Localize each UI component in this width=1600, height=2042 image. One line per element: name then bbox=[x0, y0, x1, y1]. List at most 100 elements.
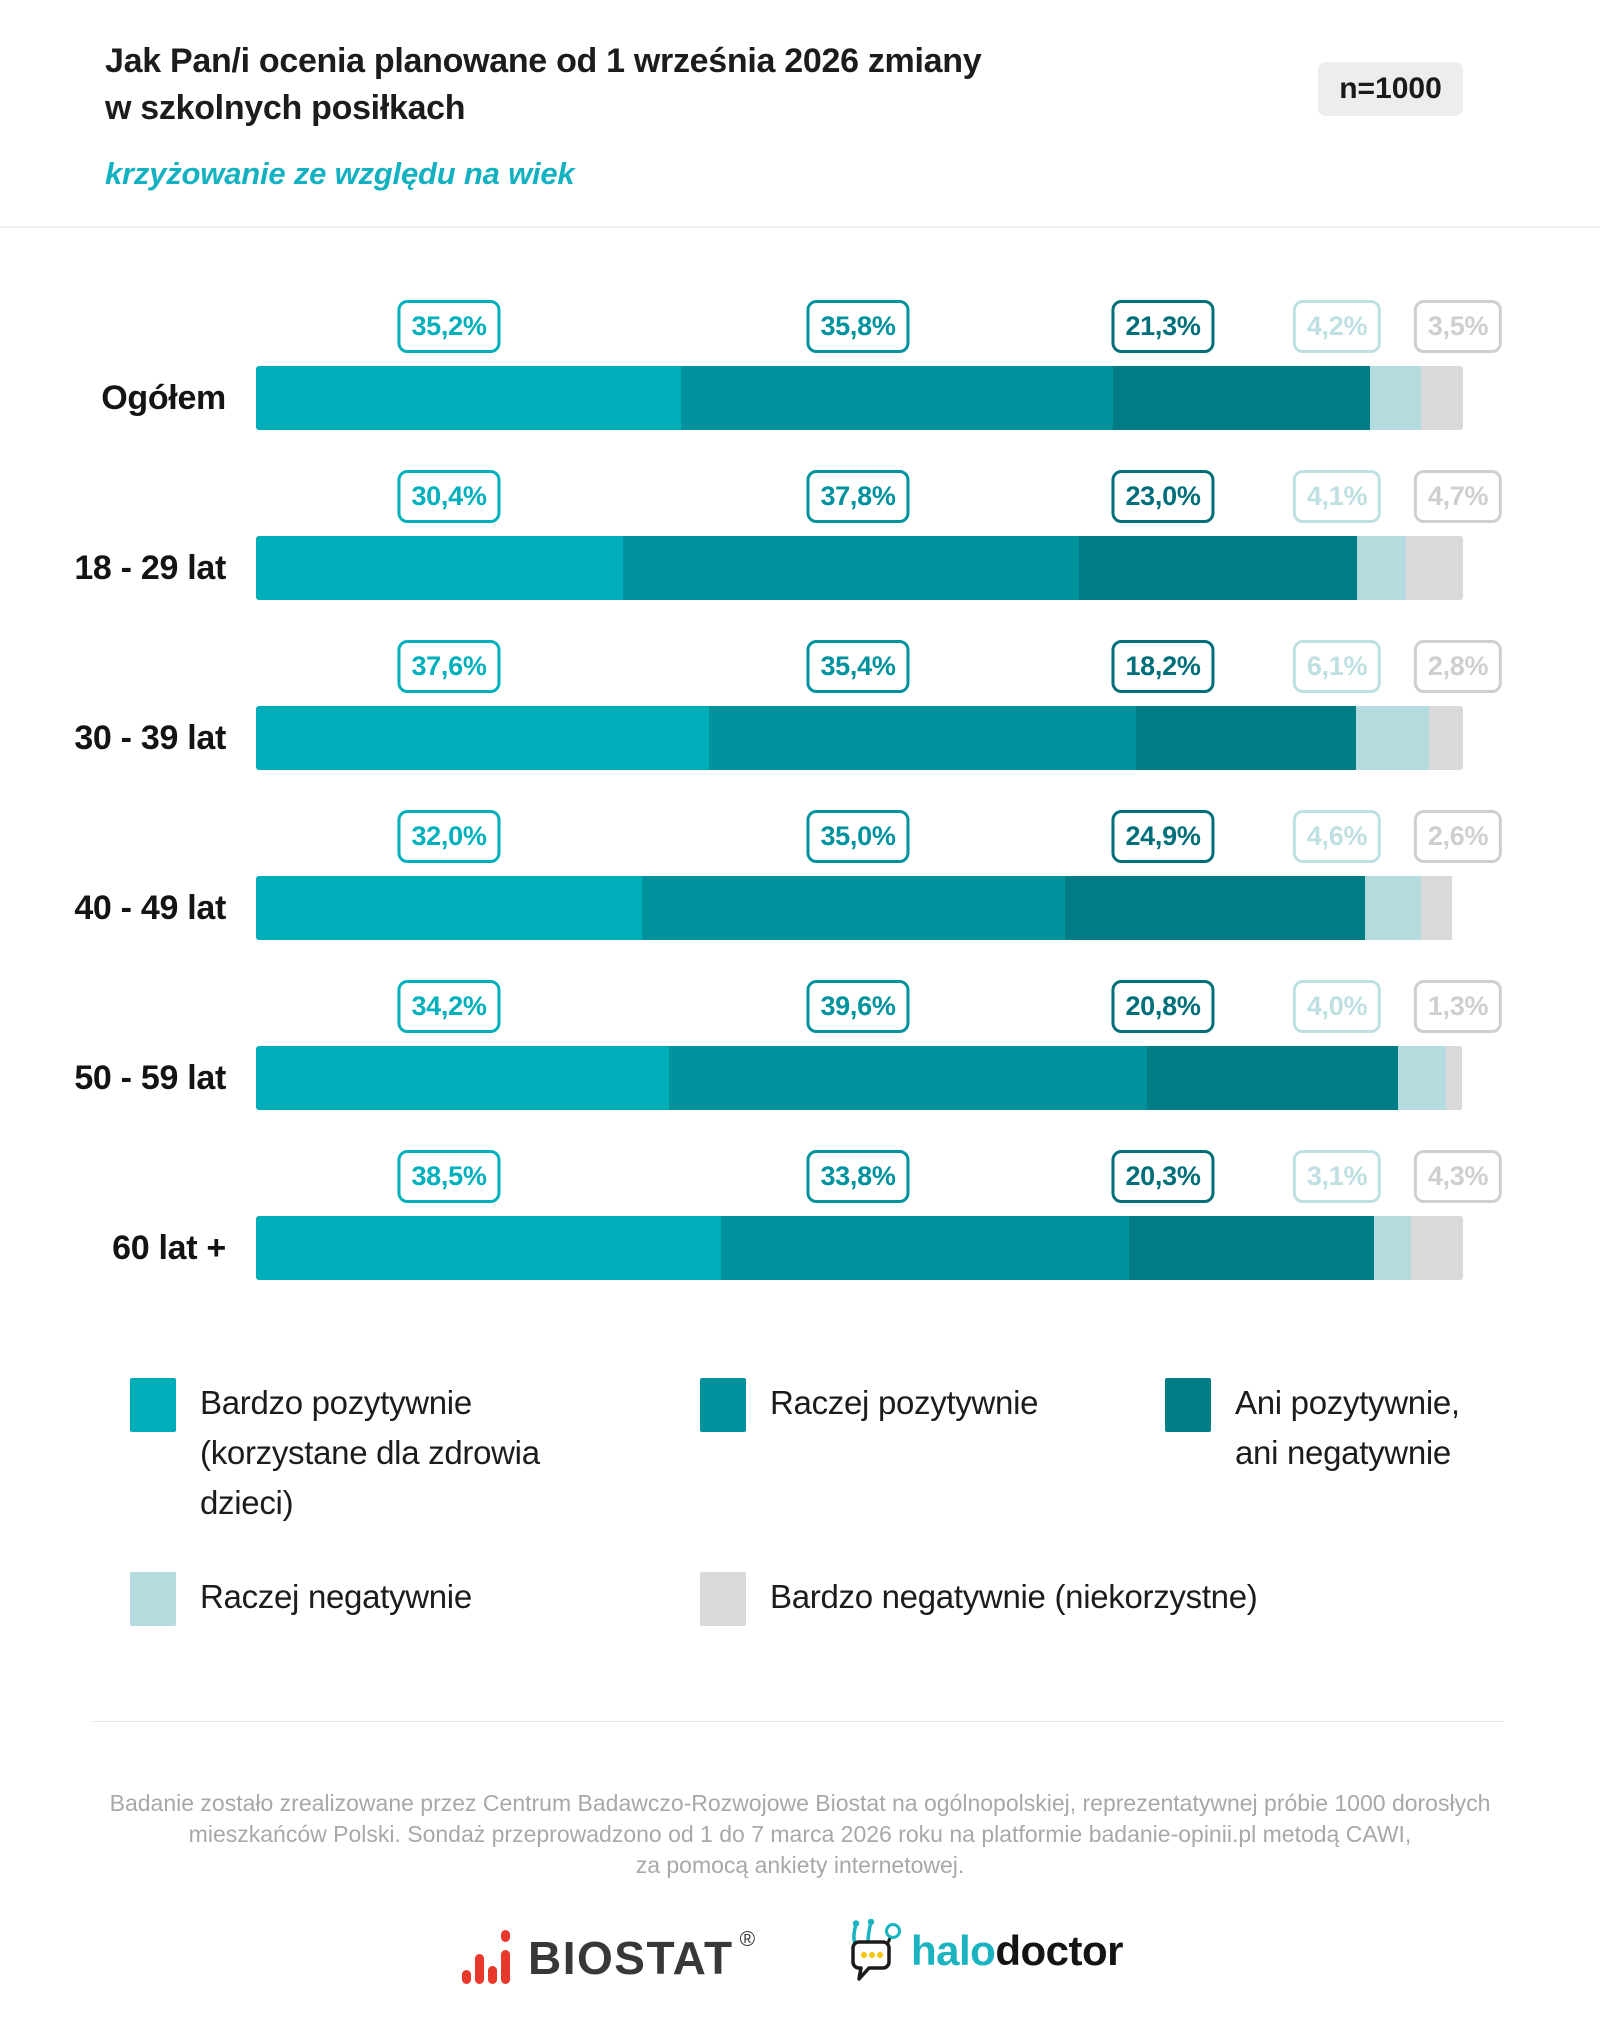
bar-segment bbox=[1136, 706, 1356, 770]
bar-segment bbox=[256, 536, 623, 600]
bar-segment bbox=[1112, 366, 1371, 430]
stacked-bar bbox=[256, 1216, 1463, 1280]
value-badge: 21,3% bbox=[1111, 300, 1215, 353]
bar-segment bbox=[256, 1216, 721, 1280]
bar-segment bbox=[1128, 1216, 1374, 1280]
biostat-logo: BIOSTAT ® bbox=[462, 1922, 757, 1986]
bar-segment bbox=[1406, 536, 1463, 600]
row-label: 60 lat + bbox=[112, 1228, 226, 1267]
biostat-logo-text: BIOSTAT ® bbox=[528, 1928, 757, 1984]
value-badge: 38,5% bbox=[397, 1150, 501, 1203]
legend-label: Raczej pozytywnie bbox=[770, 1384, 1039, 1421]
value-badge: 3,5% bbox=[1413, 300, 1503, 353]
value-badge: 35,0% bbox=[806, 810, 910, 863]
legend-label: Bardzo negatywnie (niekorzystne) bbox=[770, 1578, 1258, 1615]
stacked-bar bbox=[256, 536, 1463, 600]
footer-divider bbox=[92, 1721, 1503, 1722]
bar-segment bbox=[1420, 366, 1463, 430]
bar-segment bbox=[709, 706, 1137, 770]
legend-swatch bbox=[1165, 1378, 1211, 1432]
sample-size-badge: n=1000 bbox=[1318, 62, 1463, 116]
value-badge: 35,2% bbox=[397, 300, 501, 353]
bar-segment bbox=[256, 366, 681, 430]
bar-segment bbox=[668, 1046, 1147, 1110]
value-badge: 6,1% bbox=[1292, 640, 1382, 693]
bar-segment bbox=[1356, 536, 1407, 600]
value-badge: 4,2% bbox=[1292, 300, 1382, 353]
bar-segment bbox=[256, 706, 710, 770]
chart-row: 60 lat + 38,5% 33,8% 20,3% 3,1% 4,3% bbox=[40, 1150, 1503, 1320]
page-title-line1: Jak Pan/i ocenia planowane od 1 września… bbox=[105, 42, 982, 80]
bar-segment bbox=[1373, 1216, 1412, 1280]
registered-trademark-icon: ® bbox=[739, 1928, 757, 1951]
stacked-bar-chart: Ogółem 35,2% 35,8% 21,3% 4,2% 3,5% 18 - 29 lat… bbox=[40, 300, 1503, 1320]
legend-swatch bbox=[700, 1572, 746, 1626]
value-badge: 37,8% bbox=[806, 470, 910, 523]
bar-segment bbox=[1064, 876, 1366, 940]
bar-segment bbox=[1079, 536, 1357, 600]
value-badge: 4,7% bbox=[1413, 470, 1503, 523]
row-label: 18 - 29 lat bbox=[74, 548, 226, 587]
halodoctor-logo-text: halodoctor bbox=[911, 1927, 1123, 1974]
bar-segment bbox=[1365, 876, 1421, 940]
stethoscope-chat-icon bbox=[851, 1919, 901, 1981]
value-badge: 37,6% bbox=[397, 640, 501, 693]
value-badge: 32,0% bbox=[397, 810, 501, 863]
value-badge: 18,2% bbox=[1111, 640, 1215, 693]
bar-segment bbox=[720, 1216, 1129, 1280]
legend-label: Raczej negatywnie bbox=[200, 1578, 472, 1615]
row-label: 40 - 49 lat bbox=[74, 888, 226, 927]
value-badge: 4,1% bbox=[1292, 470, 1382, 523]
value-badge: 4,0% bbox=[1292, 980, 1382, 1033]
value-badge: 2,8% bbox=[1413, 640, 1503, 693]
value-badge: 23,0% bbox=[1111, 470, 1215, 523]
legend-swatch bbox=[130, 1378, 176, 1432]
biostat-bars-icon bbox=[462, 1930, 514, 1986]
bar-segment bbox=[1446, 1046, 1462, 1110]
page-subtitle: krzyżowanie ze względu na wiek bbox=[105, 156, 575, 191]
row-label: Ogółem bbox=[101, 378, 226, 417]
bar-segment bbox=[1411, 1216, 1463, 1280]
stacked-bar bbox=[256, 366, 1463, 430]
bar-segment bbox=[1355, 706, 1430, 770]
chart-row: 50 - 59 lat 34,2% 39,6% 20,8% 4,0% 1,3% bbox=[40, 980, 1503, 1150]
value-badge: 20,3% bbox=[1111, 1150, 1215, 1203]
value-badge: 4,3% bbox=[1413, 1150, 1503, 1203]
bar-segment bbox=[1370, 366, 1421, 430]
legend-label: Ani pozytywnie, ani negatywnie bbox=[1235, 1384, 1460, 1471]
stacked-bar bbox=[256, 1046, 1463, 1110]
bar-segment bbox=[642, 876, 1065, 940]
methodology-note-line: za pomocą ankiety internetowej. bbox=[635, 1852, 965, 1878]
value-badge: 34,2% bbox=[397, 980, 501, 1033]
methodology-note-line: mieszkańców Polski. Sondaż przeprowadzon… bbox=[188, 1821, 1412, 1847]
value-badge: 20,8% bbox=[1111, 980, 1215, 1033]
chart-row: 18 - 29 lat 30,4% 37,8% 23,0% 4,1% 4,7% bbox=[40, 470, 1503, 640]
halodoctor-logo: halodoctor bbox=[843, 1918, 1123, 1984]
value-badge: 33,8% bbox=[806, 1150, 910, 1203]
value-badge: 35,4% bbox=[806, 640, 910, 693]
value-badge: 35,8% bbox=[806, 300, 910, 353]
bar-segment bbox=[256, 876, 643, 940]
legend-label: Bardzo pozytywnie (korzystane dla zdrowi… bbox=[200, 1384, 540, 1521]
value-badge: 30,4% bbox=[397, 470, 501, 523]
chart-row: 40 - 49 lat 32,0% 35,0% 24,9% 4,6% 2,6% bbox=[40, 810, 1503, 980]
row-label: 30 - 39 lat bbox=[74, 718, 226, 757]
bar-segment bbox=[1420, 876, 1453, 940]
methodology-note-line: Badanie zostało zrealizowane przez Centr… bbox=[109, 1790, 1491, 1816]
chart-row: 30 - 39 lat 37,6% 35,4% 18,2% 6,1% 2,8% bbox=[40, 640, 1503, 810]
legend-swatch bbox=[130, 1572, 176, 1626]
value-badge: 39,6% bbox=[806, 980, 910, 1033]
stacked-bar bbox=[256, 876, 1463, 940]
value-badge: 24,9% bbox=[1111, 810, 1215, 863]
bar-segment bbox=[1429, 706, 1463, 770]
row-label: 50 - 59 lat bbox=[74, 1058, 226, 1097]
chart-row: Ogółem 35,2% 35,8% 21,3% 4,2% 3,5% bbox=[40, 300, 1503, 470]
bar-segment bbox=[1397, 1046, 1447, 1110]
value-badge: 4,6% bbox=[1292, 810, 1382, 863]
bar-segment bbox=[622, 536, 1080, 600]
value-badge: 1,3% bbox=[1413, 980, 1503, 1033]
legend-swatch bbox=[700, 1378, 746, 1432]
stacked-bar bbox=[256, 706, 1463, 770]
bar-segment bbox=[1146, 1046, 1398, 1110]
